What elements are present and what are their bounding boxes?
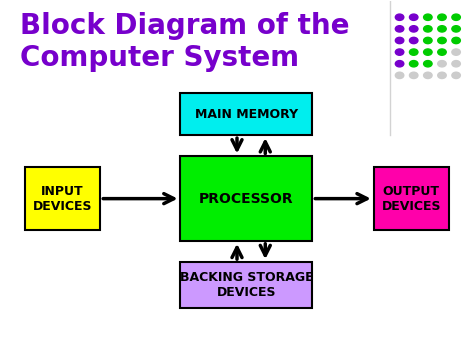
FancyBboxPatch shape (25, 167, 100, 230)
FancyBboxPatch shape (181, 156, 312, 241)
Circle shape (410, 26, 418, 32)
Text: PROCESSOR: PROCESSOR (199, 192, 294, 206)
Circle shape (410, 49, 418, 55)
Circle shape (395, 49, 404, 55)
Text: OUTPUT
DEVICES: OUTPUT DEVICES (382, 185, 441, 213)
Circle shape (452, 37, 460, 44)
Circle shape (438, 61, 446, 67)
Circle shape (438, 49, 446, 55)
Circle shape (438, 72, 446, 78)
Circle shape (410, 61, 418, 67)
Circle shape (424, 49, 432, 55)
Circle shape (452, 61, 460, 67)
Text: MAIN MEMORY: MAIN MEMORY (195, 108, 298, 121)
Circle shape (424, 61, 432, 67)
Circle shape (452, 26, 460, 32)
Circle shape (395, 37, 404, 44)
Circle shape (395, 72, 404, 78)
Circle shape (452, 72, 460, 78)
Circle shape (424, 37, 432, 44)
Circle shape (424, 14, 432, 20)
Circle shape (395, 14, 404, 20)
FancyBboxPatch shape (181, 93, 312, 135)
FancyBboxPatch shape (181, 262, 312, 308)
Circle shape (410, 72, 418, 78)
Circle shape (395, 61, 404, 67)
Circle shape (438, 37, 446, 44)
Circle shape (424, 72, 432, 78)
FancyBboxPatch shape (374, 167, 449, 230)
Circle shape (424, 26, 432, 32)
Text: Block Diagram of the
Computer System: Block Diagram of the Computer System (20, 12, 350, 72)
Text: INPUT
DEVICES: INPUT DEVICES (33, 185, 92, 213)
Circle shape (438, 14, 446, 20)
Text: BACKING STORAGE
DEVICES: BACKING STORAGE DEVICES (180, 271, 313, 299)
Circle shape (410, 37, 418, 44)
Circle shape (452, 14, 460, 20)
Circle shape (452, 49, 460, 55)
Circle shape (395, 26, 404, 32)
Circle shape (438, 26, 446, 32)
Circle shape (410, 14, 418, 20)
